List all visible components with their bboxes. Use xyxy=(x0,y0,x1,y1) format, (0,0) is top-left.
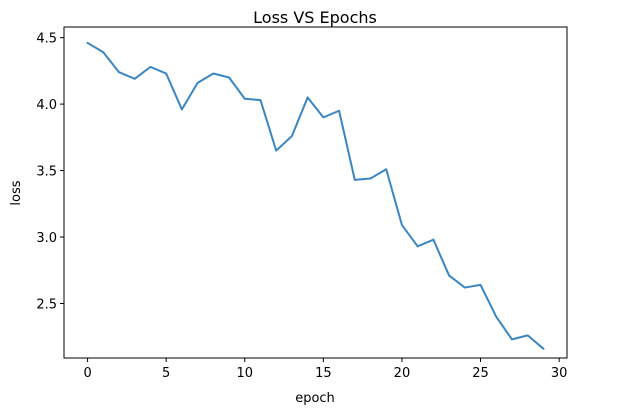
x-tick-label: 15 xyxy=(315,366,332,381)
data-point xyxy=(133,78,136,80)
plot-area-frame xyxy=(63,26,568,359)
data-point xyxy=(416,245,419,248)
y-tick-label: 3.5 xyxy=(36,165,57,180)
data-point xyxy=(118,71,120,73)
data-point xyxy=(526,334,529,337)
data-point xyxy=(291,135,293,137)
x-tick-label: 20 xyxy=(394,366,411,381)
data-point xyxy=(196,82,199,84)
y-tick-label: 2.5 xyxy=(36,297,57,312)
x-tick-label: 10 xyxy=(236,366,253,381)
data-point xyxy=(542,347,545,350)
x-tick-label: 30 xyxy=(551,366,568,381)
series-line xyxy=(86,41,545,350)
data-point xyxy=(432,238,435,241)
data-point xyxy=(369,177,372,180)
y-tick-label: 4.0 xyxy=(36,98,57,113)
x-tick-label: 5 xyxy=(162,366,170,381)
x-axis-ticks: 0 5 10 15 20 25 30 xyxy=(83,358,567,381)
data-point xyxy=(181,108,183,111)
y-axis-ticks: 2.5 3.0 3.5 4.0 4.5 xyxy=(36,32,64,312)
data-point xyxy=(275,149,278,152)
data-point xyxy=(511,338,513,341)
data-point xyxy=(448,274,450,277)
x-tick-label: 0 xyxy=(83,366,91,381)
data-point xyxy=(86,42,89,44)
y-tick-label: 3.0 xyxy=(36,231,57,246)
x-tick-label: 25 xyxy=(472,366,489,381)
data-point xyxy=(385,168,388,171)
data-point xyxy=(306,96,309,99)
data-point xyxy=(401,224,403,226)
data-point xyxy=(495,315,498,318)
data-point xyxy=(479,284,482,286)
data-point xyxy=(228,76,230,79)
data-point xyxy=(212,72,215,75)
y-axis-label: loss xyxy=(9,180,24,205)
data-point xyxy=(243,97,246,100)
x-axis-label: epoch xyxy=(295,391,335,406)
series-layer xyxy=(86,41,545,350)
data-point xyxy=(102,51,105,54)
y-tick-label: 4.5 xyxy=(36,32,57,47)
data-point xyxy=(149,66,152,68)
data-point xyxy=(338,109,340,112)
data-point xyxy=(353,179,356,181)
data-point xyxy=(165,72,167,75)
data-point xyxy=(464,286,466,289)
data-point xyxy=(259,99,262,101)
chart-title: Loss VS Epochs xyxy=(253,8,377,27)
data-point xyxy=(322,116,325,119)
